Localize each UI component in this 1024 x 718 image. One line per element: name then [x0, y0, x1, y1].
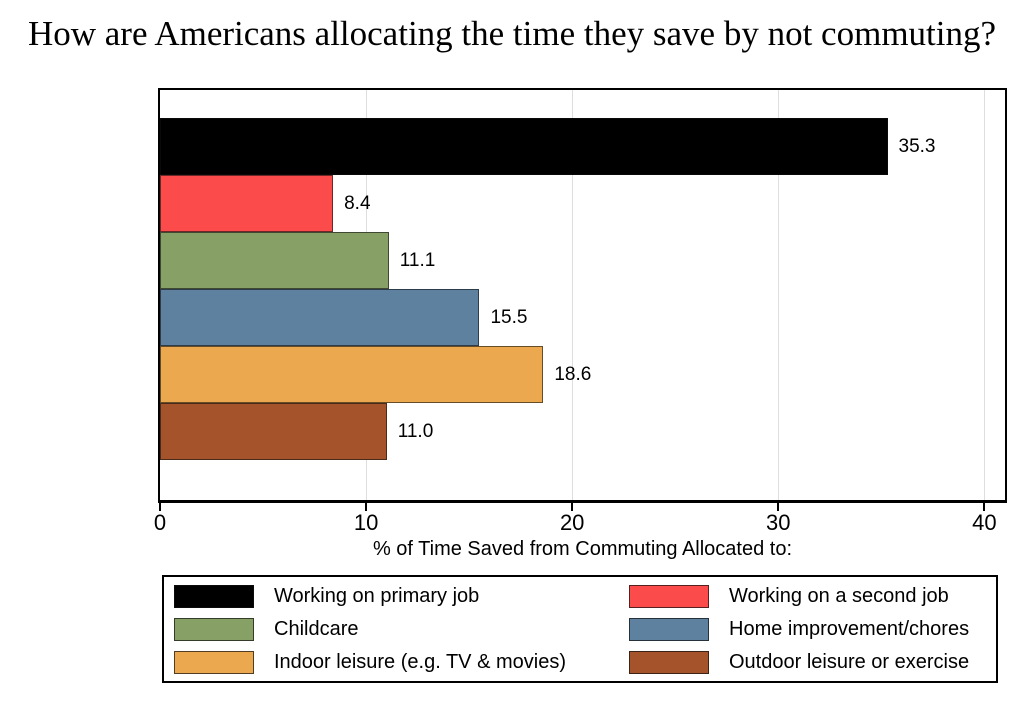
bar [160, 289, 480, 346]
x-tick-label: 20 [559, 510, 585, 535]
legend-swatch [174, 617, 254, 641]
x-tick-label: 40 [972, 510, 997, 535]
gridline [983, 90, 985, 500]
plot-area: 35.3 8.4 11.1 15.5 18.6 11.0 [158, 88, 1007, 503]
x-tick [365, 503, 368, 511]
legend-item: Outdoor leisure or exercise [629, 650, 986, 674]
bar-value-label: 15.5 [490, 306, 528, 328]
x-tick-label: 10 [353, 510, 379, 535]
x-tick-label: 0 [153, 510, 167, 535]
bar [160, 118, 888, 175]
bar-row: 18.6 [160, 346, 1005, 403]
legend-swatch [629, 617, 709, 641]
bar-value-label: 11.0 [397, 420, 434, 442]
bar-value-label: 18.6 [554, 363, 592, 385]
legend-swatch [629, 650, 709, 674]
legend-swatch [174, 584, 254, 608]
bar [160, 346, 544, 403]
legend-swatch [174, 650, 254, 674]
x-axis-title: % of Time Saved from Commuting Allocated… [372, 538, 793, 560]
legend-item: Working on primary job [174, 584, 629, 608]
legend-label: Childcare [274, 617, 359, 640]
x-tick-label: 30 [766, 510, 791, 535]
gridline [571, 90, 573, 500]
bar-series: 35.3 8.4 11.1 15.5 18.6 11.0 [160, 118, 1005, 460]
x-tick [571, 503, 574, 511]
legend-item: Working on a second job [629, 584, 986, 608]
bar-row: 11.0 [160, 403, 1005, 460]
plot-inner: 35.3 8.4 11.1 15.5 18.6 11.0 [160, 90, 1005, 500]
legend-item: Indoor leisure (e.g. TV & movies) [174, 650, 629, 674]
legend-swatch [629, 584, 709, 608]
x-tick [983, 503, 986, 511]
legend-box: Working on primary job Working on a secon… [162, 575, 998, 683]
bar-row: 35.3 [160, 118, 1005, 175]
legend-item: Home improvement/chores [629, 617, 986, 641]
gridline [777, 90, 779, 500]
bar-row: 11.1 [160, 232, 1005, 289]
bar-value-label: 8.4 [344, 192, 371, 214]
bar [160, 232, 389, 289]
legend-item: Childcare [174, 617, 629, 641]
legend-label: Working on primary job [274, 584, 480, 607]
bar-row: 8.4 [160, 175, 1005, 232]
chart-title: How are Americans allocating the time th… [27, 14, 997, 53]
legend-label: Working on a second job [729, 584, 949, 607]
bar-row: 15.5 [160, 289, 1005, 346]
bar-value-label: 11.1 [399, 249, 436, 271]
legend-label: Outdoor leisure or exercise [729, 650, 970, 673]
x-tick [777, 503, 780, 511]
x-tick [159, 503, 161, 511]
bar-value-label: 35.3 [898, 135, 936, 157]
legend-label: Indoor leisure (e.g. TV & movies) [274, 650, 566, 673]
bar [160, 175, 334, 232]
legend-label: Home improvement/chores [729, 617, 970, 640]
bar [160, 403, 387, 460]
